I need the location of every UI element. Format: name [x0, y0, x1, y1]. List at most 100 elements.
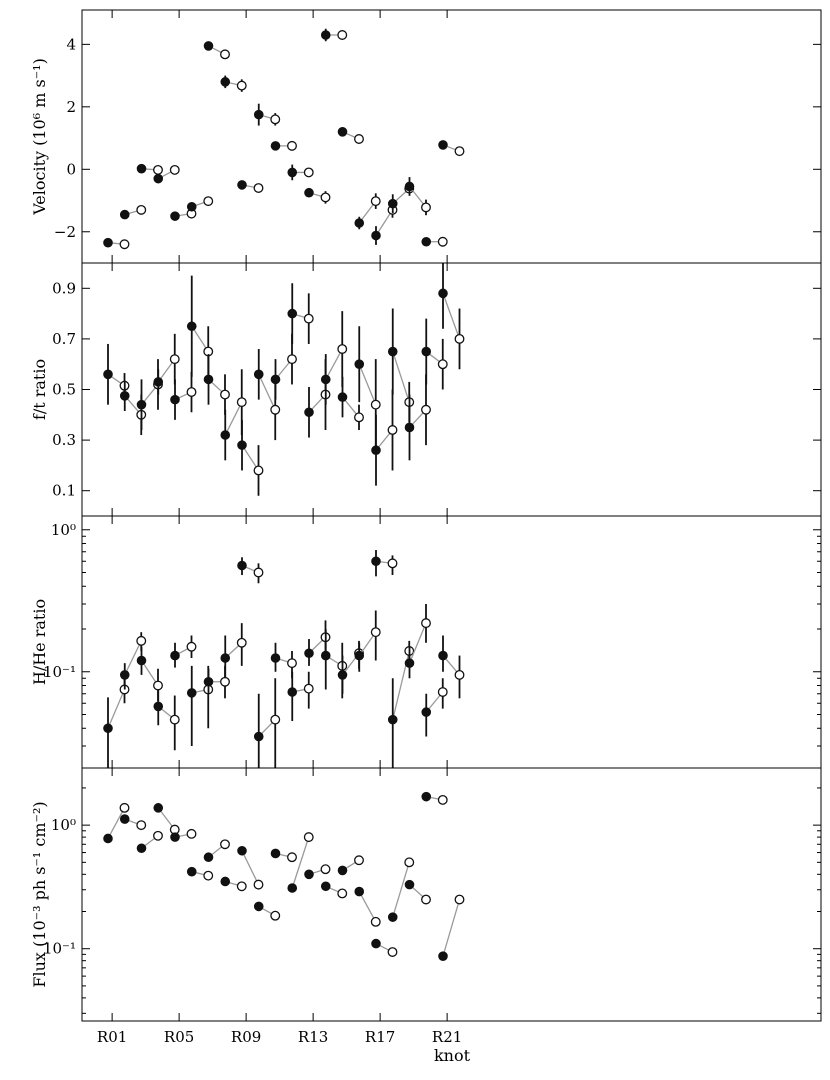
point-filled [220, 876, 231, 887]
point-open [337, 888, 348, 899]
point-filled [354, 359, 365, 370]
point-filled [253, 369, 264, 380]
point-filled [320, 374, 331, 385]
point-filled [304, 187, 314, 198]
point-filled [337, 127, 348, 137]
point-open [253, 465, 264, 476]
point-open [421, 894, 431, 905]
y-axis-label: Flux (10⁻³ ph s⁻¹ cm⁻²) [30, 801, 49, 987]
point-open [370, 916, 381, 927]
x-tick-label: R21 [432, 1028, 462, 1046]
connector-line [224, 401, 243, 436]
point-filled [320, 650, 331, 661]
point-open [203, 196, 214, 207]
point-open [270, 404, 281, 415]
connector-line [140, 660, 159, 686]
point-open [169, 354, 180, 365]
point-open [253, 879, 264, 890]
y-tick-label: 0.3 [52, 431, 76, 449]
connector-line [241, 850, 260, 885]
connector-line [358, 363, 377, 405]
point-filled [438, 140, 448, 150]
connector-line [375, 209, 394, 236]
x-tick-label: R17 [365, 1028, 395, 1046]
point-filled [287, 308, 298, 319]
y-tick-label: 10⁻¹ [43, 663, 76, 681]
point-filled [371, 556, 381, 567]
panel-velocity: 4 2 0 −2 Velocity (10⁶ m s⁻¹) [30, 9, 822, 264]
point-filled [220, 77, 231, 87]
point-open [354, 855, 364, 866]
point-open [119, 239, 130, 250]
point-filled [287, 167, 298, 178]
point-filled [371, 445, 381, 456]
point-open [354, 412, 364, 423]
y-tick-label: 0.9 [52, 279, 76, 297]
point-open [119, 802, 130, 813]
point-open [303, 313, 314, 324]
point-filled [287, 687, 298, 697]
point-filled [220, 430, 231, 440]
point-open [236, 80, 247, 91]
point-filled [304, 407, 314, 418]
point-filled [253, 901, 264, 912]
point-filled [387, 346, 398, 357]
point-filled [237, 560, 247, 571]
point-open [454, 333, 465, 344]
connector-line [408, 622, 427, 664]
point-filled [354, 886, 365, 897]
point-open [337, 344, 348, 354]
point-open [437, 794, 448, 805]
point-filled [270, 141, 281, 151]
point-open [437, 359, 448, 370]
point-open [303, 683, 314, 694]
point-filled [186, 201, 197, 212]
point-filled [170, 832, 180, 842]
point-open [186, 828, 197, 839]
point-filled [170, 394, 180, 405]
point-open [136, 820, 147, 831]
point-filled [387, 198, 398, 209]
point-open [387, 425, 398, 435]
point-filled [119, 391, 130, 401]
point-filled [320, 30, 331, 40]
data-group-flux [103, 791, 465, 961]
x-tick-label: R05 [164, 1028, 194, 1046]
point-open [220, 389, 230, 400]
point-filled [253, 109, 264, 120]
point-filled [153, 173, 164, 184]
point-filled [170, 211, 180, 221]
point-open [186, 387, 197, 397]
point-filled [438, 288, 448, 299]
y-tick-label: 2 [66, 98, 76, 116]
point-open [370, 627, 381, 638]
point-filled [421, 791, 432, 802]
point-filled [237, 845, 247, 856]
point-filled [404, 181, 415, 192]
point-filled [320, 881, 331, 892]
point-filled [136, 163, 147, 174]
point-filled [354, 650, 365, 661]
point-filled [438, 951, 448, 961]
connector-line [258, 374, 276, 411]
point-open [236, 881, 247, 892]
point-open [136, 204, 147, 215]
point-filled [371, 230, 381, 241]
point-filled [119, 670, 130, 680]
point-filled [203, 374, 214, 385]
point-open [370, 196, 381, 207]
point-open [287, 354, 297, 365]
point-open [421, 618, 431, 629]
y-tick-label: 10⁰ [51, 816, 76, 834]
point-open [454, 146, 465, 157]
y-tick-label: 4 [66, 35, 76, 53]
y-tick-label: 0.1 [52, 482, 76, 500]
point-open [270, 910, 281, 921]
point-filled [186, 321, 197, 332]
point-filled [103, 369, 113, 380]
point-filled [203, 676, 214, 687]
y-axis-label: Velocity (10⁶ m s⁻¹) [30, 58, 49, 216]
panel-frame [81, 767, 822, 1022]
